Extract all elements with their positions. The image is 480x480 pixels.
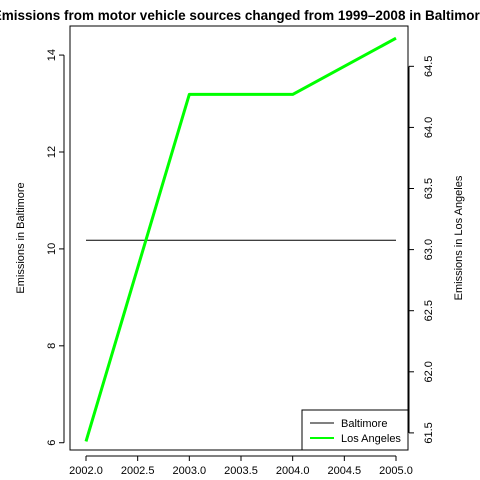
legend-label: Los Angeles — [341, 433, 401, 445]
x-axis: 2002.0 2002.5 2003.0 2003.5 2004.0 2004.5 2005… — [69, 456, 413, 477]
y-left-tick-label: 6 — [46, 440, 58, 446]
y-right-tick-label: 63.5 — [423, 178, 435, 199]
series-layer — [86, 38, 396, 441]
y-axis-right-label: Emissions in Los Angeles — [453, 175, 465, 300]
y-axis-left: 6 8 10 12 14 — [46, 49, 64, 446]
y-left-tick-label: 12 — [46, 146, 58, 158]
y-axis-left-label: Emissions in Baltimore — [15, 182, 27, 293]
y-left-tick-label: 14 — [46, 49, 58, 61]
x-tick-label: 2003.5 — [224, 465, 258, 477]
x-tick-label: 2003.0 — [173, 465, 207, 477]
y-left-tick-label: 10 — [46, 243, 58, 255]
chart-title: Emissions from motor vehicle sources cha… — [0, 8, 480, 23]
x-tick-label: 2002.0 — [69, 465, 103, 477]
legend: Baltimore Los Angeles — [302, 410, 408, 450]
y-right-tick-label: 61.5 — [423, 422, 435, 443]
y-right-tick-label: 63.0 — [423, 239, 435, 260]
x-tick-label: 2004.5 — [328, 465, 362, 477]
y-right-tick-label: 62.0 — [423, 361, 435, 382]
x-tick-label: 2002.5 — [121, 465, 155, 477]
y-right-tick-label: 64.0 — [423, 117, 435, 138]
x-tick-label: 2005.0 — [379, 465, 413, 477]
y-axis-right: 61.5 62.0 62.5 63.0 63.5 64.0 64.5 — [409, 56, 435, 444]
y-right-tick-label: 64.5 — [423, 56, 435, 77]
legend-label: Baltimore — [341, 418, 387, 430]
x-tick-label: 2004.0 — [276, 465, 310, 477]
plot-frame — [70, 26, 408, 450]
y-right-tick-label: 62.5 — [423, 300, 435, 321]
y-left-tick-label: 8 — [46, 343, 58, 349]
